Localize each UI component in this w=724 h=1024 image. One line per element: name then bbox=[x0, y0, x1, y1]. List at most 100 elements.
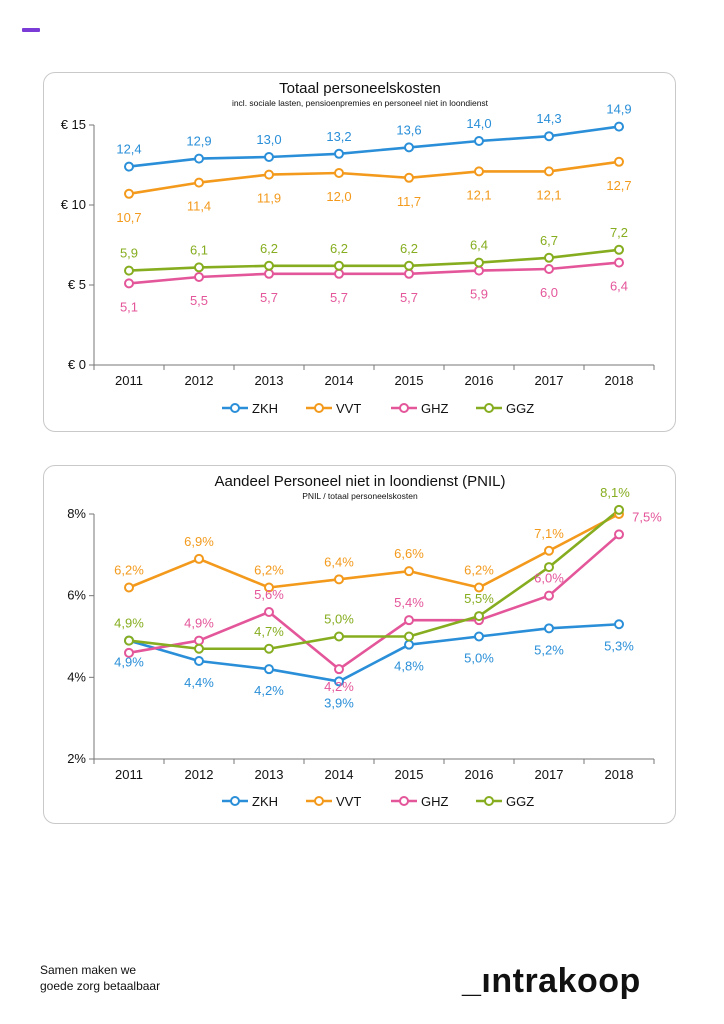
data-point-vvt bbox=[264, 582, 274, 593]
y-tick-label: 2% bbox=[67, 751, 86, 766]
data-point-ghz bbox=[124, 647, 134, 658]
data-point-vvt bbox=[264, 169, 274, 180]
data-point-ggz bbox=[404, 260, 414, 271]
data-point-ggz bbox=[124, 265, 134, 276]
legend-marker-zkh bbox=[230, 403, 240, 413]
x-tick-label: 2015 bbox=[395, 767, 424, 782]
data-label-ghz: 4,2% bbox=[324, 679, 354, 694]
data-point-vvt bbox=[124, 188, 134, 199]
data-label-ggz: 5,5% bbox=[464, 591, 494, 606]
data-label-vvt: 10,7 bbox=[116, 210, 141, 225]
tagline-line-2: goede zorg betaalbaar bbox=[40, 979, 161, 993]
y-tick-label: € 15 bbox=[61, 117, 86, 132]
data-point-ghz bbox=[264, 607, 274, 617]
legend-marker-vvt bbox=[314, 403, 324, 413]
data-point-ghz bbox=[124, 278, 134, 289]
y-tick-label: 8% bbox=[67, 506, 86, 521]
series-line-ggz bbox=[128, 508, 620, 651]
chart-pnil-svg: Aandeel Personeel niet in loondienst (PN… bbox=[67, 473, 662, 809]
data-label-ghz: 5,1 bbox=[120, 299, 138, 314]
series-line-zkh bbox=[128, 125, 620, 168]
data-label-ghz: 6,0 bbox=[540, 285, 558, 300]
data-label-vvt: 12,7 bbox=[606, 178, 631, 193]
data-point-zkh bbox=[474, 136, 484, 146]
x-tick-label: 2011 bbox=[115, 373, 143, 388]
data-point-zkh bbox=[334, 676, 344, 687]
data-point-vvt bbox=[334, 168, 344, 178]
data-point-ghz bbox=[474, 265, 484, 276]
legend-marker-vvt bbox=[314, 796, 324, 806]
data-label-zkh: 13,6 bbox=[396, 122, 421, 137]
legend-marker-zkh bbox=[230, 796, 240, 806]
data-point-vvt bbox=[614, 156, 624, 167]
chart-subtitle: incl. sociale lasten, pensioenpremies en… bbox=[232, 98, 489, 108]
data-label-zkh: 4,8% bbox=[394, 659, 424, 674]
brand-accent-bar bbox=[22, 28, 40, 32]
series-line-ggz bbox=[128, 248, 620, 272]
data-label-ghz: 5,7 bbox=[400, 290, 418, 305]
legend-marker-ghz bbox=[399, 403, 409, 413]
data-point-vvt bbox=[474, 166, 484, 177]
x-tick-label: 2013 bbox=[255, 767, 284, 782]
legend-label-ggz: GGZ bbox=[506, 401, 534, 416]
y-tick-label: 4% bbox=[67, 669, 86, 684]
x-tick-label: 2017 bbox=[535, 373, 564, 388]
data-point-ggz bbox=[404, 631, 414, 642]
data-point-vvt bbox=[474, 582, 484, 593]
x-tick-label: 2017 bbox=[535, 767, 564, 782]
data-point-zkh bbox=[544, 623, 554, 634]
series-line-vvt bbox=[128, 512, 620, 589]
y-tick-label: 6% bbox=[67, 588, 86, 603]
data-label-zkh: 3,9% bbox=[324, 695, 354, 710]
data-label-zkh: 14,3 bbox=[536, 111, 561, 126]
data-label-zkh: 12,4 bbox=[116, 142, 141, 157]
data-point-ghz bbox=[334, 664, 344, 675]
data-label-ghz: 4,9% bbox=[184, 616, 214, 631]
data-point-ggz bbox=[264, 260, 274, 271]
data-label-vvt: 12,0 bbox=[326, 189, 351, 204]
data-label-ggz: 8,1% bbox=[600, 485, 630, 500]
data-label-ggz: 7,2 bbox=[610, 225, 628, 240]
y-tick-label: € 0 bbox=[68, 357, 86, 372]
chart-title: Totaal personeelskosten bbox=[279, 80, 441, 97]
data-label-ggz: 6,7 bbox=[540, 233, 558, 248]
data-label-vvt: 6,2% bbox=[464, 563, 494, 578]
data-point-ghz bbox=[194, 635, 204, 646]
data-point-vvt bbox=[194, 177, 204, 188]
data-label-ghz: 6,0% bbox=[534, 571, 564, 586]
data-label-ghz: 7,5% bbox=[632, 509, 662, 524]
data-label-ggz: 4,7% bbox=[254, 624, 284, 639]
data-label-ghz: 5,4% bbox=[394, 595, 424, 610]
data-point-ggz bbox=[544, 562, 554, 573]
chart-panel-pnil: Aandeel Personeel niet in loondienst (PN… bbox=[43, 465, 676, 824]
x-tick-label: 2014 bbox=[325, 767, 354, 782]
data-point-zkh bbox=[614, 619, 624, 630]
data-point-ghz bbox=[194, 272, 204, 282]
data-point-ghz bbox=[614, 257, 624, 268]
data-label-zkh: 4,2% bbox=[254, 683, 284, 698]
data-label-zkh: 13,0 bbox=[256, 132, 281, 147]
legend-marker-ghz bbox=[399, 796, 409, 806]
x-tick-label: 2015 bbox=[395, 373, 424, 388]
data-label-ghz: 5,6% bbox=[254, 587, 284, 602]
x-tick-label: 2012 bbox=[185, 767, 214, 782]
data-point-vvt bbox=[334, 574, 344, 585]
legend-marker-ggz bbox=[484, 403, 494, 413]
data-label-vvt: 6,2% bbox=[254, 563, 284, 578]
data-point-ggz bbox=[334, 631, 344, 642]
legend-marker-ggz bbox=[484, 796, 494, 806]
tagline-line-1: Samen maken we bbox=[40, 963, 137, 977]
footer-tagline: Samen maken we goede zorg betaalbaar bbox=[40, 962, 160, 994]
data-label-vvt: 6,2% bbox=[114, 563, 144, 578]
data-label-ggz: 6,1 bbox=[190, 242, 208, 257]
data-label-ggz: 6,4 bbox=[470, 238, 488, 253]
data-point-ggz bbox=[124, 635, 134, 646]
data-label-ggz: 6,2 bbox=[400, 241, 418, 256]
data-point-zkh bbox=[334, 148, 344, 159]
data-label-ghz: 6,4 bbox=[610, 279, 628, 294]
data-label-zkh: 12,9 bbox=[186, 134, 211, 149]
chart-subtitle: PNIL / totaal personeelskosten bbox=[302, 491, 418, 501]
legend-label-vvt: VVT bbox=[336, 401, 361, 416]
data-point-zkh bbox=[124, 161, 134, 172]
x-tick-label: 2011 bbox=[115, 767, 143, 782]
